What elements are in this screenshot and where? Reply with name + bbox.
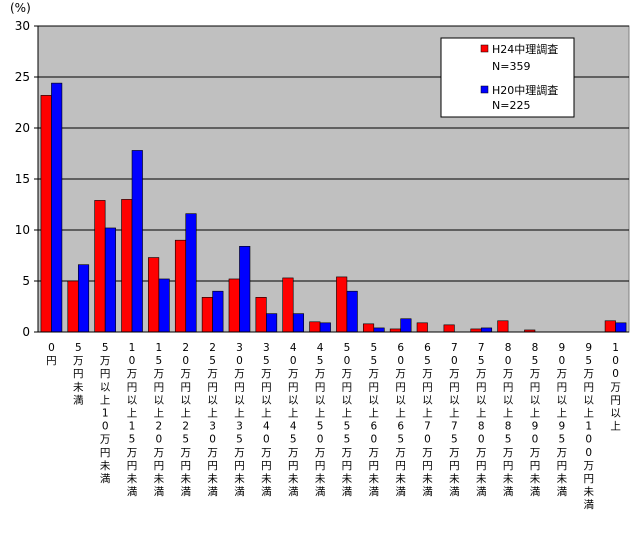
bar-h20 [292,313,305,333]
legend-series-h24-name: H24中理調査 [492,42,558,56]
y-tick-label: 30 [15,19,30,33]
x-category-label: 7 5 万円以上 8 0 万円未満 [476,342,487,498]
x-category-label: 1 0 0 万円以上 [610,342,621,433]
y-axis-ticks: 0 5 10 15 20 25 30 [15,19,38,339]
x-category-label: 4 5 万円以上 5 0 万円未満 [315,342,326,498]
bar-h24 [604,320,616,333]
bar-h20 [51,82,63,333]
bar-h24 [309,321,321,333]
bar-h24 [121,199,133,333]
bar-h20 [373,327,385,333]
bar-h24 [148,257,160,333]
x-category-label: 9 0 万円以上 9 5 万円未満 [557,342,568,498]
y-tick-label: 25 [15,70,30,84]
bar-h24 [94,200,106,333]
bar-h24 [174,239,187,333]
y-tick-label: 15 [15,172,30,186]
bar-h24 [362,323,375,333]
y-tick-label: 20 [15,121,30,135]
legend-swatch-h20 [480,85,489,94]
bar-h24 [416,322,428,333]
x-category-label: 2 0 万円以上 2 5 万円未満 [181,342,192,498]
y-tick-label: 10 [15,223,30,237]
legend-series-h20-n: N=225 [492,99,530,112]
x-category-label: 6 0 万円以上 6 5 万円未満 [395,342,406,498]
bar-h20 [185,213,197,333]
x-category-label: 1 5 万円以上 2 0 万円未満 [154,342,165,498]
bar-h20 [239,246,251,333]
bar-h20 [104,227,116,333]
bar-h20 [266,313,278,333]
bar-h20 [480,327,493,333]
bar-h24 [255,297,267,333]
y-tick-label: 5 [22,274,30,288]
x-axis-category-labels: 0 円 5 万円未満 5 万円以上 1 0 万円未満 1 0 万円以上 1 5 万円未満 1 5 万円以上 2 0 万円… [46,342,621,511]
x-category-label: 1 0 万円以上 1 5 万円未満 [127,342,138,498]
y-unit-label: (%) [10,1,31,15]
x-category-label: 6 5 万円以上 7 0 万円未満 [422,342,433,498]
bar-h24 [282,277,294,333]
x-category-label: 5 5 万円以上 6 0 万円未満 [369,342,380,498]
bar-h20 [212,290,224,333]
legend: H24中理調査 N=359 H20中理調査 N=225 [440,37,575,118]
bar-h20 [158,278,170,333]
legend-swatch-h24 [480,44,489,53]
x-category-label: 9 5 万円以上 1 0 0 万円未満 [583,342,594,511]
bar-h20 [131,150,143,333]
bar-h20 [77,264,90,333]
bar-h20 [319,322,331,333]
legend-series-h20-name: H20中理調査 [492,83,558,97]
bar-h24 [67,280,79,333]
x-category-label: 3 0 万円以上 3 5 万円未満 [234,342,245,498]
x-category-label: 5 万円未満 [73,342,84,406]
bar-h20 [615,322,627,333]
legend-box [440,37,575,118]
bar-h24 [228,278,240,333]
bar-h24 [443,324,455,333]
bar-h24 [40,95,52,333]
x-category-label: 5 0 万円以上 5 5 万円未満 [342,342,353,498]
x-category-label: 4 0 万円以上 4 5 万円未満 [288,342,299,498]
y-tick-label: 0 [22,325,30,339]
bar-h24 [336,276,348,333]
x-category-label: 8 0 万円以上 8 5 万円未満 [503,342,514,498]
x-category-label: 2 5 万円以上 3 0 万円未満 [207,342,218,498]
bar-h20 [346,290,358,333]
x-category-label: 8 5 万円以上 9 0 万円未満 [530,342,541,498]
x-category-label: 7 0 万円以上 7 5 万円未満 [449,342,460,498]
bar-h24 [201,297,213,333]
bar-h24 [497,320,509,333]
legend-series-h24-n: N=359 [492,60,530,73]
x-category-label: 5 万円以上 1 0 万円未満 [100,342,111,485]
x-category-label: 3 5 万円以上 4 0 万円未満 [261,342,272,498]
bars [40,82,627,333]
bar-h20 [400,318,412,333]
